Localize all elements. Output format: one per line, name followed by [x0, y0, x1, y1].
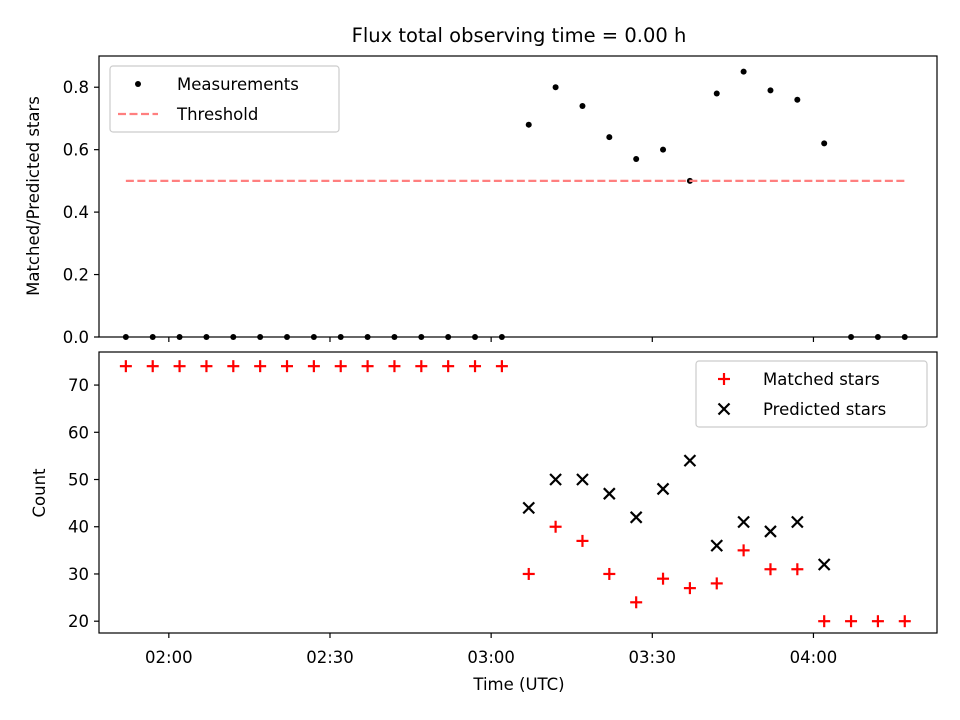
matched-star-marker — [522, 567, 535, 580]
matched-star-marker — [281, 360, 294, 373]
top-panel: 0.0 0.2 0.4 0.6 0.8 Measurements Threshold — [63, 55, 938, 347]
matched-star-marker — [146, 360, 159, 373]
legend-label: Threshold — [176, 105, 258, 124]
legend-label: Predicted stars — [763, 400, 886, 419]
legend-box — [695, 360, 928, 428]
predicted-star-marker — [683, 454, 697, 467]
predicted-star-marker — [549, 473, 562, 486]
bottom-y-axis-label: Count — [30, 468, 49, 518]
matched-star-marker — [469, 360, 482, 373]
measurement-point — [713, 90, 720, 97]
legend-label: Measurements — [177, 75, 299, 94]
y-tick-label: 30 — [68, 565, 89, 584]
matched-star-marker — [442, 360, 455, 373]
legend: Measurements Threshold — [109, 65, 340, 133]
matched-star-marker — [845, 615, 858, 628]
x-tick-label: 02:30 — [306, 648, 354, 667]
legend-entry: Predicted stars — [717, 400, 886, 419]
matched-star-marker — [871, 615, 884, 628]
measurement-point — [579, 102, 586, 109]
y-tick-label: 70 — [68, 376, 89, 395]
matched-star-marker — [791, 563, 804, 576]
legend-marker — [135, 81, 141, 87]
x-axis-label: Time (UTC) — [472, 675, 564, 694]
measurement-point — [794, 96, 801, 103]
matched-star-marker — [683, 582, 696, 595]
matched-star-marker — [388, 360, 401, 373]
y-tick-label: 0.4 — [63, 203, 89, 222]
matched-star-marker — [200, 360, 213, 373]
x-tick-label: 03:00 — [467, 648, 515, 667]
y-tick-label: 40 — [68, 518, 89, 537]
y-tick-label: 50 — [68, 471, 89, 490]
matched-star-marker — [334, 360, 347, 373]
y-tick-label: 0.6 — [63, 141, 89, 160]
x-tick-label: 03:30 — [629, 648, 677, 667]
y-tick-label: 0.2 — [63, 266, 89, 285]
matched-star-marker — [710, 577, 723, 590]
matched-star-marker — [630, 596, 643, 609]
legend-box — [109, 65, 340, 133]
matched-star-marker — [737, 544, 750, 557]
matched-star-marker — [549, 520, 562, 533]
predicted-star-marker — [764, 525, 777, 538]
y-tick-label: 60 — [68, 423, 89, 442]
x-tick-label: 02:00 — [145, 648, 193, 667]
series-measurements — [122, 68, 908, 340]
matched-star-marker — [576, 534, 589, 547]
predicted-star-marker — [656, 482, 670, 496]
x-tick-label: 04:00 — [790, 648, 838, 667]
matched-star-marker — [898, 615, 911, 628]
bottom-panel: 20 30 40 50 60 70 02:00 02:30 03:00 03:30 04:00 Mat… — [68, 351, 938, 667]
predicted-star-marker — [737, 515, 750, 529]
measurement-point — [740, 68, 747, 75]
measurement-point — [767, 87, 774, 94]
matched-star-marker — [764, 563, 777, 576]
predicted-star-marker — [603, 487, 616, 500]
legend: Matched stars Predicted stars — [695, 360, 928, 428]
matched-star-marker — [119, 360, 132, 373]
matched-star-marker — [818, 615, 831, 628]
matched-star-marker — [227, 360, 240, 373]
axes-frame — [98, 55, 938, 338]
top-chart-title: Flux total observing time = 0.00 h — [352, 24, 687, 47]
matched-star-marker — [603, 567, 616, 580]
predicted-star-marker — [710, 539, 724, 552]
matched-star-marker — [361, 360, 374, 373]
y-tick-label: 20 — [68, 612, 89, 631]
predicted-star-marker — [522, 501, 536, 515]
predicted-star-marker — [791, 515, 804, 529]
top-y-axis-label: Matched/Predicted stars — [24, 96, 43, 296]
matched-star-marker — [307, 360, 320, 373]
legend-label: Matched stars — [763, 370, 880, 389]
matched-star-marker — [657, 572, 670, 585]
predicted-star-marker — [629, 511, 643, 524]
predicted-star-marker — [817, 558, 831, 571]
y-tick-label: 0.0 — [63, 328, 89, 347]
matched-star-marker — [173, 360, 186, 373]
measurement-point — [606, 134, 613, 141]
legend-entry: Measurements — [135, 75, 299, 94]
matched-star-marker — [415, 360, 428, 373]
series-matched-stars — [119, 360, 911, 628]
measurement-point — [525, 121, 532, 128]
measurement-point — [552, 84, 559, 91]
legend-entry: Matched stars — [718, 370, 880, 389]
measurement-point — [633, 156, 640, 163]
matched-star-marker — [495, 360, 508, 373]
y-tick-label: 0.8 — [63, 78, 89, 97]
series-predicted-stars — [522, 454, 831, 571]
axes-frame — [98, 351, 938, 634]
measurement-point — [660, 146, 667, 153]
matched-star-marker — [254, 360, 267, 373]
measurement-point — [821, 140, 828, 147]
legend-entry: Threshold — [118, 105, 258, 124]
predicted-star-marker — [576, 473, 589, 486]
